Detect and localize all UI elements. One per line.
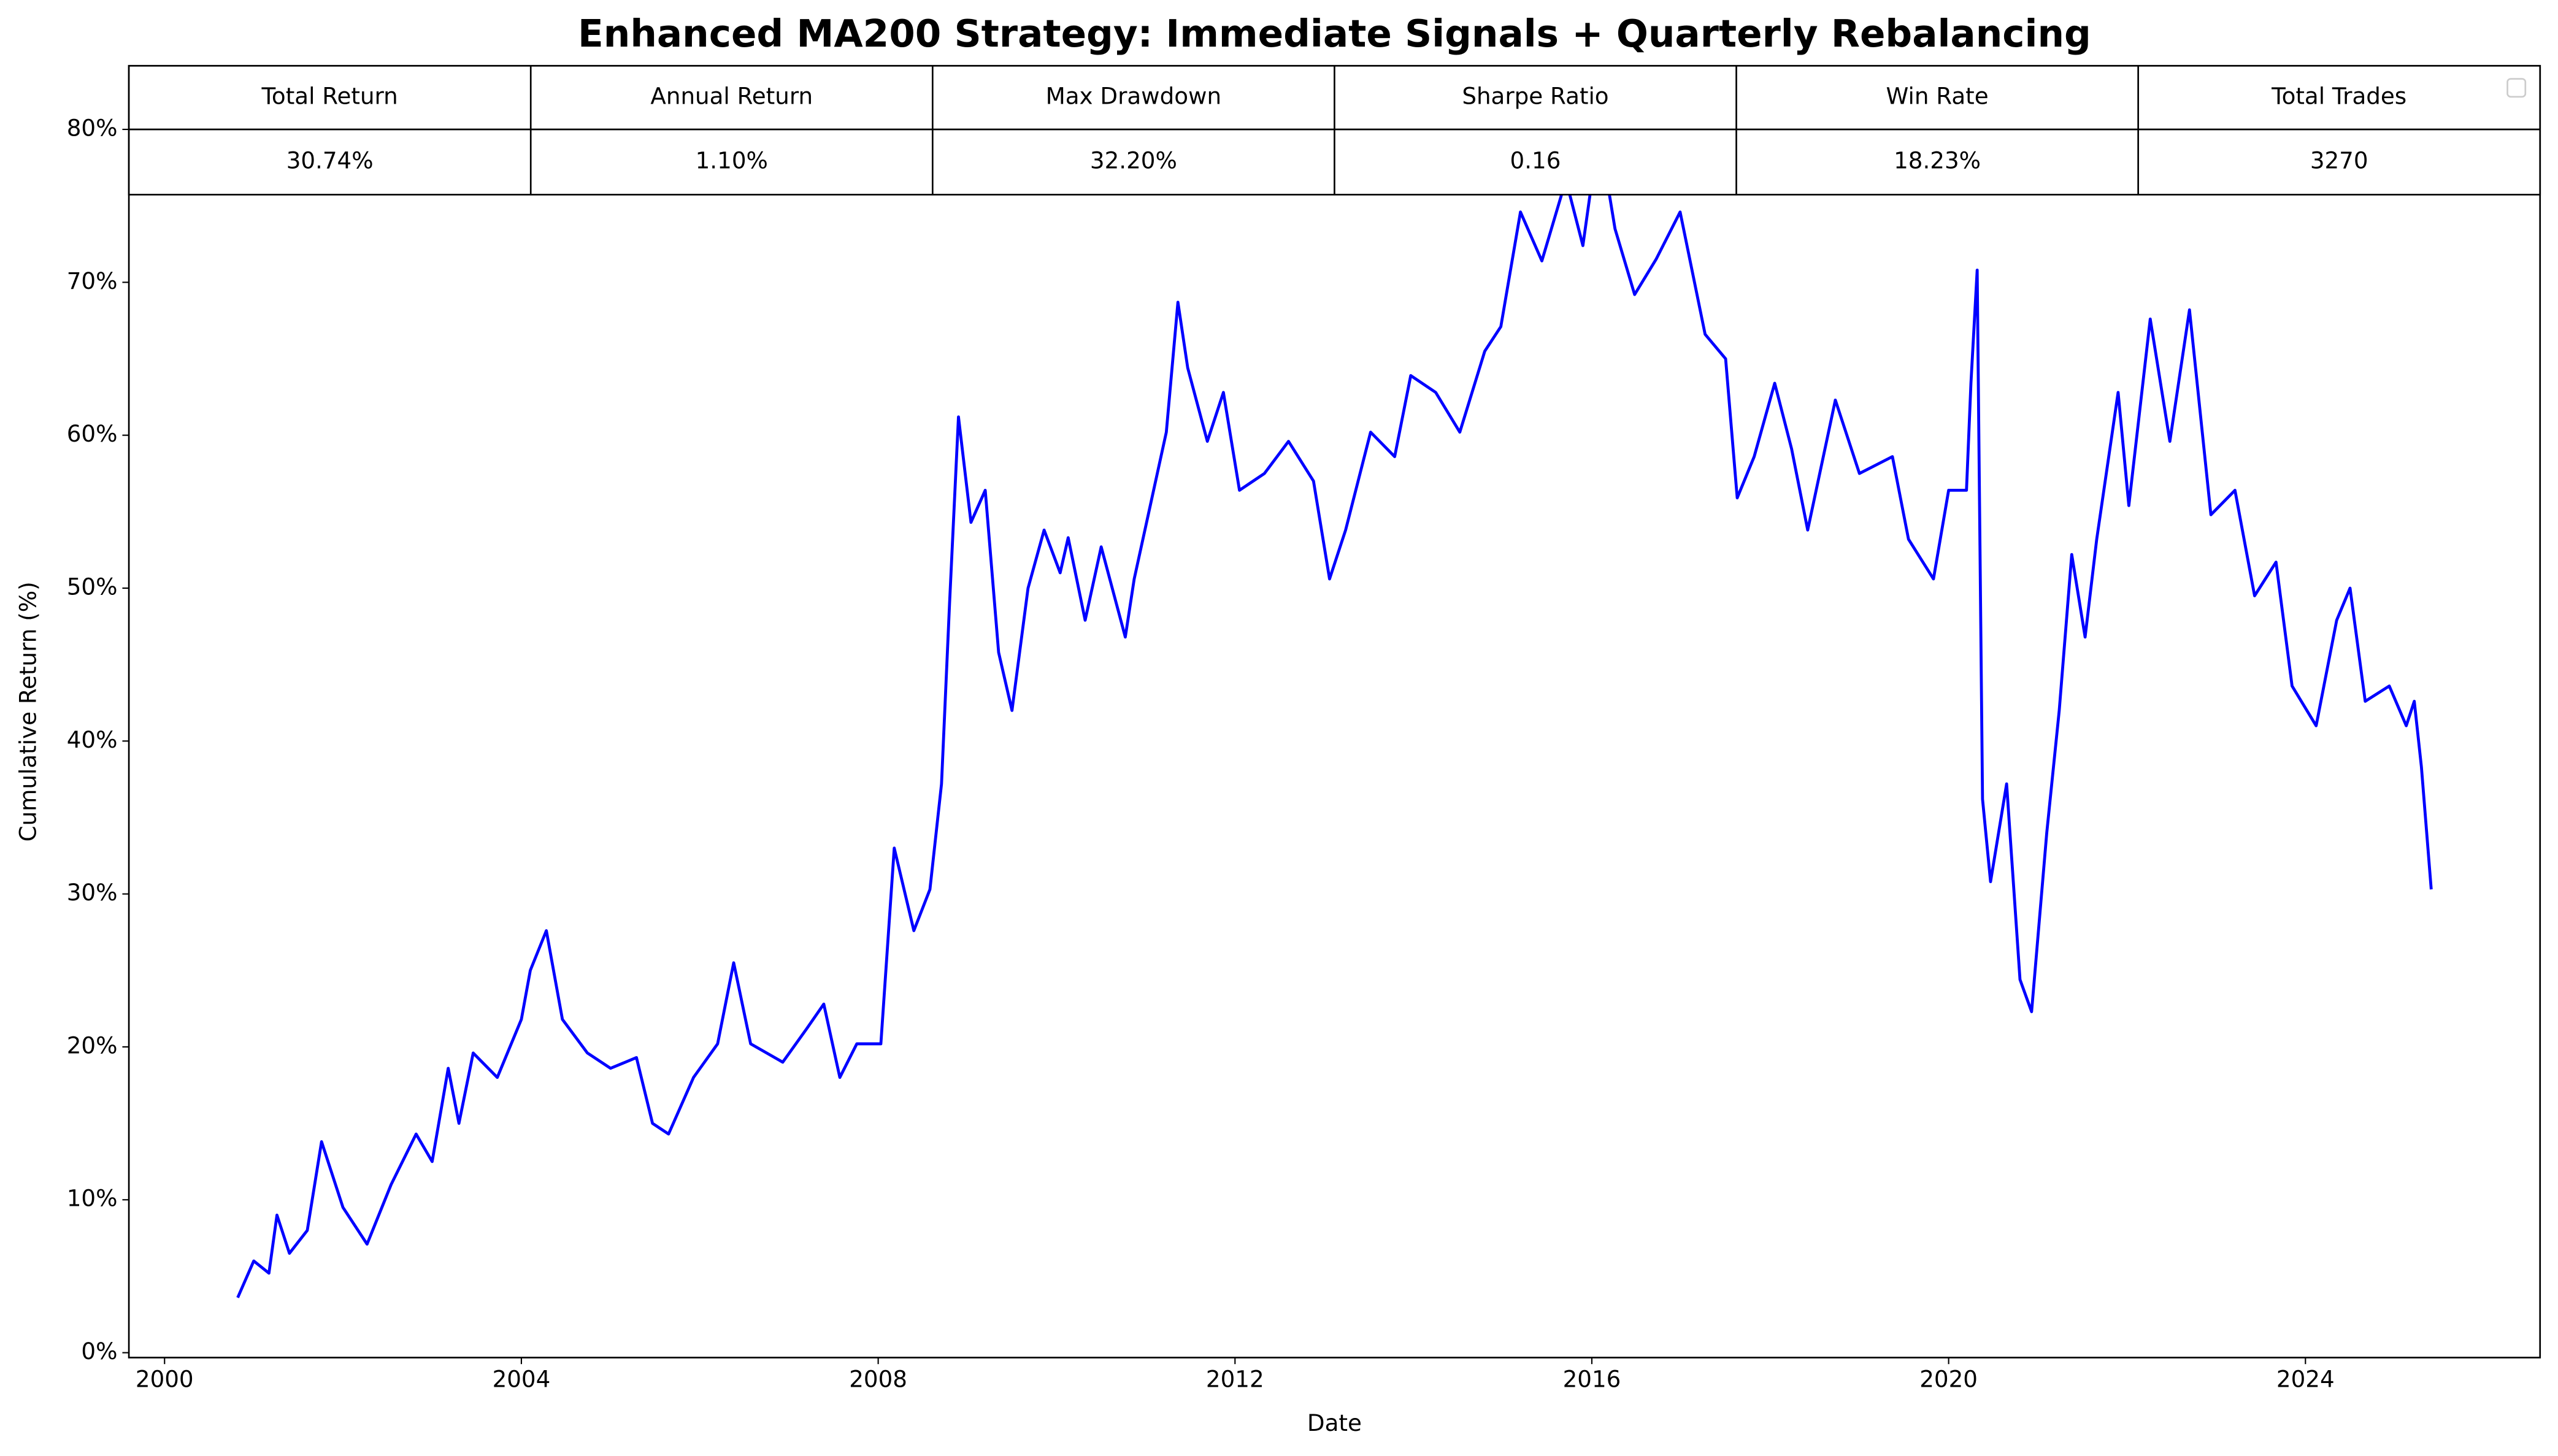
y-tick-label: 40% [67, 726, 118, 753]
y-tick-label: 60% [67, 420, 118, 447]
y-tick-label: 80% [67, 114, 118, 141]
x-tick-label: 2004 [493, 1365, 551, 1392]
y-tick-label: 10% [67, 1185, 118, 1212]
y-tick-label: 70% [67, 267, 118, 294]
table-cell: 18.23% [1894, 147, 1981, 174]
table-cell: 0.16 [1510, 147, 1561, 174]
y-axis-label: Cumulative Return (%) [14, 581, 41, 841]
y-tick-label: 30% [67, 879, 118, 906]
table-cell: 3270 [2310, 147, 2368, 174]
data-line [236, 129, 2433, 1298]
table-cell: 32.20% [1090, 147, 1177, 174]
table-header: Total Trades [2271, 83, 2406, 110]
table-header: Win Rate [1886, 83, 1989, 110]
legend-box [2506, 78, 2527, 98]
x-tick-label: 2008 [849, 1365, 907, 1392]
table-header: Total Return [261, 83, 398, 110]
y-tick-label: 0% [81, 1338, 117, 1365]
x-tick-label: 2000 [136, 1365, 194, 1392]
table-header: Max Drawdown [1046, 83, 1221, 110]
y-tick-label: 20% [67, 1032, 118, 1059]
x-tick-label: 2016 [1563, 1365, 1621, 1392]
chart-title: Enhanced MA200 Strategy: Immediate Signa… [578, 12, 2091, 56]
x-tick-label: 2024 [2276, 1365, 2335, 1392]
table-cell: 30.74% [286, 147, 374, 174]
table-cell: 1.10% [696, 147, 768, 174]
x-tick-label: 2012 [1206, 1365, 1264, 1392]
y-tick-label: 50% [67, 573, 118, 600]
table-header: Annual Return [650, 83, 813, 110]
table-header: Sharpe Ratio [1462, 83, 1608, 110]
x-axis-label: Date [1307, 1409, 1362, 1436]
x-tick-label: 2020 [1919, 1365, 1978, 1392]
